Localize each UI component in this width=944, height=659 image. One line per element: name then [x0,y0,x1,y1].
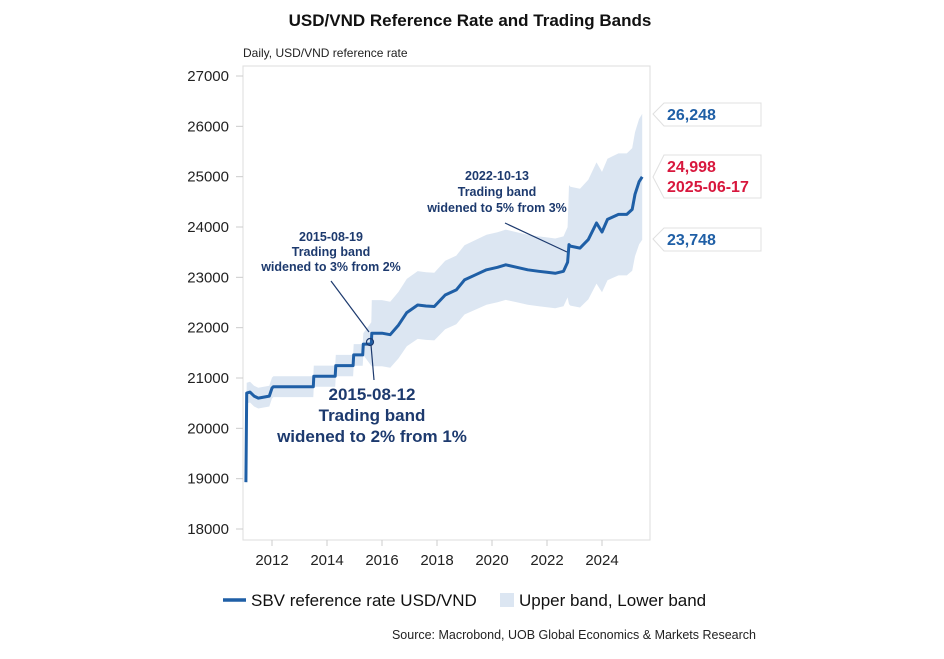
y-tick-label: 20000 [187,420,229,437]
annotation-2015-08-12-leader [370,344,375,381]
annotation-2015-08-12-marker [365,337,375,347]
annotation-2015-08-19-line3: widened to 3% from 2% [260,260,401,274]
lower-band-label: 23,748 [652,227,762,252]
legend-band-swatch [500,593,514,607]
x-tick-label: 2016 [365,552,398,569]
x-tick-label: 2014 [310,552,343,569]
y-tick-label: 23000 [187,269,229,286]
annotation-2022-10-13-date: 2022-10-13 [465,169,529,183]
legend-item-band: Upper band, Lower band [519,591,706,610]
x-tick-label: 2022 [530,552,563,569]
y-tick-label: 22000 [187,320,229,337]
x-tick-label: 2024 [585,552,618,569]
reference-rate-line [244,175,644,483]
y-tick-label: 18000 [187,521,229,538]
line-layer [244,175,644,483]
current-rate-label: 24,998 2025-06-17 [652,154,762,199]
y-tick-label: 21000 [187,370,229,387]
legend-item-reference-rate: SBV reference rate USD/VND [251,591,477,610]
current-rate-date: 2025-06-17 [667,179,749,196]
y-tick-label: 25000 [187,169,229,186]
annotation-2015-08-19-leader [330,280,370,333]
x-tick-label: 2020 [475,552,508,569]
annotation-2015-08-12-line2: Trading band [319,406,426,425]
source-note: Source: Macrobond, UOB Global Economics … [392,628,756,642]
annotation-2022-10-13-line2: Trading band [458,185,536,199]
band-layer [245,113,643,492]
annotation-2015-08-19-date: 2015-08-19 [299,230,363,244]
annotation-2015-08-19-line2: Trading band [292,245,370,259]
lower-band-value: 23,748 [667,232,716,249]
trading-band-area [245,113,643,492]
y-tick-label: 26000 [187,118,229,135]
current-rate-value: 24,998 [667,159,716,176]
upper-band-label: 26,248 [652,102,762,127]
annotation-2015-08-12-date: 2015-08-12 [329,385,416,404]
legend: SBV reference rate USD/VND Upper band, L… [223,591,706,610]
chart-subtitle: Daily, USD/VND reference rate [243,46,408,60]
annotation-2022-10-13-leader [504,222,568,253]
chart-title: USD/VND Reference Rate and Trading Bands [289,11,652,30]
upper-band-value: 26,248 [667,107,716,124]
x-axis: 2012 2014 2016 2018 2020 2022 2024 [255,540,619,569]
annotation-2015-08-12-line3: widened to 2% from 1% [276,427,467,446]
x-tick-label: 2018 [420,552,453,569]
annotation-2022-10-13-line3: widened to 5% from 3% [426,201,567,215]
y-tick-label: 19000 [187,471,229,488]
y-axis: 18000 19000 20000 21000 22000 23000 24000 25000… [187,68,243,538]
y-tick-label: 27000 [187,68,229,85]
y-tick-label: 24000 [187,219,229,236]
x-tick-label: 2012 [255,552,288,569]
